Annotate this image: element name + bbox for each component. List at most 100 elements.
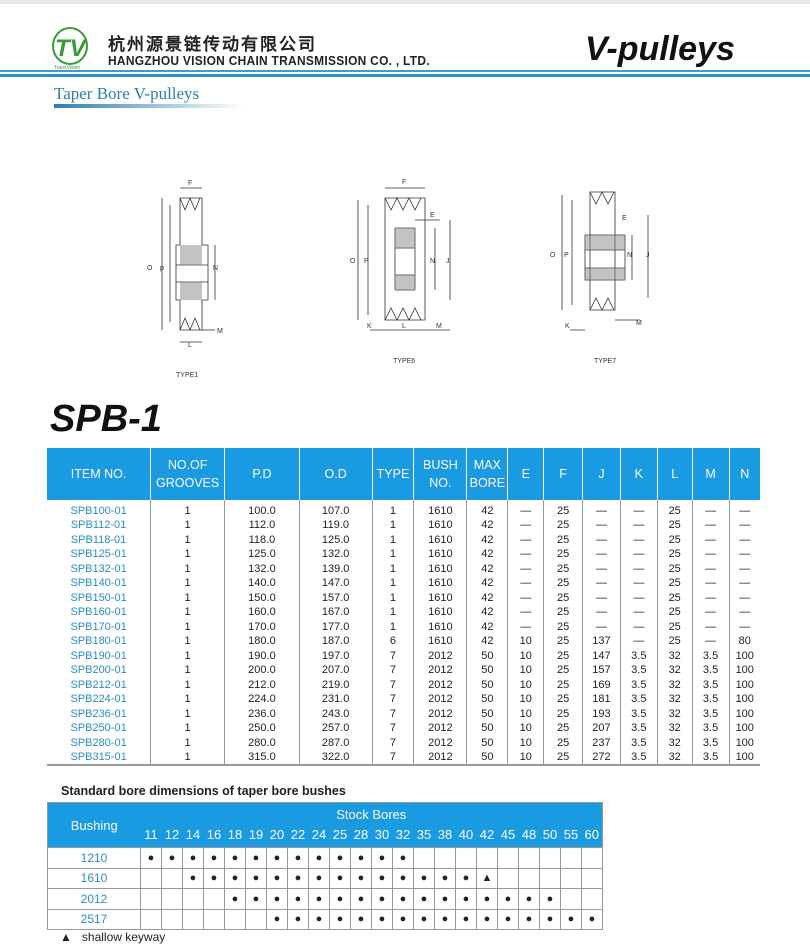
- table-cell: 3.5: [619, 721, 658, 736]
- stock-bore-dot: ●: [287, 888, 309, 910]
- stock-bore-dot: ●: [224, 847, 246, 869]
- table-cell: 25: [656, 634, 693, 649]
- stock-bore-dot: ●: [224, 888, 246, 910]
- header-text: MAX: [473, 458, 501, 472]
- stock-bore-dot: ●: [182, 847, 204, 869]
- table-cell: 50: [466, 677, 508, 692]
- legend: ▲ shallow keyway: [60, 930, 165, 944]
- stock-bore-dot: ●: [371, 867, 393, 889]
- table-cell: 25: [656, 576, 693, 591]
- table-cell: —: [619, 634, 658, 649]
- table-cell: 231.0: [298, 692, 373, 707]
- table-cell: 1: [371, 605, 414, 620]
- stock-bore-dot: ●: [539, 908, 561, 930]
- table-cell: 3.5: [619, 735, 658, 750]
- stock-bore-dot: ●: [392, 867, 414, 889]
- bush-table-title: Standard bore dimensions of taper bore b…: [61, 784, 346, 798]
- table-cell: 160.0: [224, 605, 300, 620]
- table-cell: 3.5: [691, 735, 729, 750]
- table-cell: —: [507, 590, 544, 605]
- table-cell: 25: [543, 750, 583, 765]
- table-cell: 150.0: [224, 590, 300, 605]
- header-text: N: [740, 467, 750, 481]
- stock-bore-dot: ●: [476, 908, 498, 930]
- table-cell: 42: [466, 576, 508, 591]
- column-header: M: [691, 448, 729, 500]
- table-cell: 1610: [413, 532, 467, 547]
- table-cell: 2012: [413, 677, 467, 692]
- product-title: SPB-1: [50, 398, 162, 440]
- item-no-cell: SPB190-01: [70, 649, 127, 662]
- table-cell: 10: [507, 677, 544, 692]
- table-cell: 100: [728, 692, 760, 707]
- table-cell: 1610: [413, 590, 467, 605]
- bore-size-header: 35: [413, 822, 435, 848]
- diagram-type6: F E O P N J K L M TYPE6: [350, 179, 451, 365]
- table-cell: —: [507, 576, 544, 591]
- stock-bore-dot: ●: [266, 847, 288, 869]
- table-cell: 42: [466, 500, 508, 518]
- company-name-cn: 杭州源景链传动有限公司: [108, 35, 317, 54]
- dim-label: J: [646, 252, 650, 259]
- table-cell: 25: [543, 518, 583, 533]
- bore-size-header: 40: [455, 822, 477, 848]
- table-cell: 10: [507, 648, 544, 663]
- table-cell: 50: [466, 692, 508, 707]
- type-label: TYPE1: [176, 372, 198, 379]
- table-cell: 10: [507, 721, 544, 736]
- empty-cell: [497, 847, 519, 869]
- header-text: P.D: [252, 467, 272, 481]
- table-cell: 1: [371, 547, 414, 562]
- stock-bore-dot: ●: [455, 867, 477, 889]
- table-cell: 1: [150, 750, 225, 765]
- table-row: SPB150-01 1 150.0 157.0 1 1610 42—25— —25— —: [47, 590, 760, 605]
- table-cell: 1: [371, 576, 414, 591]
- table-cell: 3.5: [619, 648, 658, 663]
- table-cell: —: [691, 619, 729, 634]
- table-cell: 3.5: [619, 677, 658, 692]
- svg-text:TV: TV: [55, 35, 88, 62]
- table-cell: —: [582, 590, 621, 605]
- stock-bore-dot: ●: [392, 888, 414, 910]
- table-cell: 3.5: [691, 750, 729, 765]
- table-cell: 177.0: [298, 619, 373, 634]
- table-cell: 7: [371, 721, 414, 736]
- table-cell: —: [507, 532, 544, 547]
- table-cell: 1610: [413, 605, 467, 620]
- table-cell: 25: [656, 500, 693, 518]
- dim-label: N: [213, 265, 218, 272]
- stock-bore-dot: ●: [266, 888, 288, 910]
- item-no-cell: SPB315-01: [70, 751, 127, 763]
- table-cell: 1: [150, 663, 225, 678]
- table-cell: 125.0: [298, 532, 373, 547]
- empty-cell: [161, 867, 183, 889]
- table-cell: 42: [466, 561, 508, 576]
- dim-label: E: [430, 212, 435, 219]
- table-cell: 1: [150, 692, 225, 707]
- header-text: GROOVES: [156, 476, 220, 490]
- empty-cell: [140, 908, 162, 930]
- header-text: TYPE: [376, 467, 410, 481]
- table-cell: 1: [150, 590, 225, 605]
- table-cell: 1: [371, 518, 414, 533]
- table-cell: 100: [728, 648, 760, 663]
- top-border: [0, 0, 810, 4]
- stock-bore-dot: ●: [560, 908, 582, 930]
- bore-size-header: 11: [140, 822, 162, 848]
- table-cell: 1610: [413, 619, 467, 634]
- table-cell: —: [507, 518, 544, 533]
- stock-bore-dot: ●: [497, 888, 519, 910]
- table-cell: —: [728, 518, 760, 533]
- header-text: K: [634, 467, 643, 481]
- table-cell: 119.0: [298, 518, 373, 533]
- table-cell: —: [728, 561, 760, 576]
- table-cell: 2012: [413, 721, 467, 736]
- table-cell: —: [728, 619, 760, 634]
- stock-bore-dot: ●: [203, 847, 225, 869]
- column-header: J: [582, 448, 621, 500]
- header-text: M: [705, 467, 716, 481]
- table-cell: —: [582, 532, 621, 547]
- table-cell: —: [619, 561, 658, 576]
- table-cell: 140.0: [224, 576, 300, 591]
- column-header: TYPE: [371, 448, 414, 500]
